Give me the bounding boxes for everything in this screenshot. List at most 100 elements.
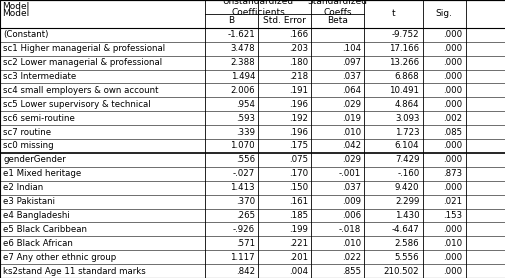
Text: .000: .000 [442, 253, 462, 262]
Text: Sig.: Sig. [435, 9, 451, 18]
Text: .873: .873 [442, 169, 462, 178]
Text: .064: .064 [341, 86, 361, 95]
Text: -4.647: -4.647 [391, 225, 419, 234]
Text: -.926: -.926 [232, 225, 255, 234]
Text: .037: .037 [341, 72, 361, 81]
Text: .019: .019 [341, 114, 361, 123]
Text: Standardized
Coeffs: Standardized Coeffs [307, 0, 367, 17]
Text: .002: .002 [442, 114, 462, 123]
Text: (Constant): (Constant) [3, 30, 48, 39]
Text: sc5 Lower supervisory & technical: sc5 Lower supervisory & technical [3, 100, 150, 109]
Text: e7 Any other ethnic group: e7 Any other ethnic group [3, 253, 116, 262]
Text: .000: .000 [442, 155, 462, 164]
Text: e6 Black African: e6 Black African [3, 239, 73, 248]
Text: .010: .010 [442, 239, 462, 248]
Text: .000: .000 [442, 72, 462, 81]
Text: sc0 missing: sc0 missing [3, 142, 54, 150]
Text: .150: .150 [288, 183, 308, 192]
Text: -.160: -.160 [396, 169, 419, 178]
Text: e1 Mixed heritage: e1 Mixed heritage [3, 169, 81, 178]
Text: t: t [391, 9, 394, 18]
Text: 6.868: 6.868 [394, 72, 419, 81]
Text: 1.723: 1.723 [394, 128, 419, 136]
Text: e2 Indian: e2 Indian [3, 183, 43, 192]
Text: 5.556: 5.556 [394, 253, 419, 262]
Text: .075: .075 [288, 155, 308, 164]
Text: e4 Bangladeshi: e4 Bangladeshi [3, 211, 70, 220]
Text: .009: .009 [341, 197, 361, 206]
Text: Beta: Beta [327, 16, 347, 25]
Text: .000: .000 [442, 267, 462, 275]
Text: 1.117: 1.117 [230, 253, 255, 262]
Text: .000: .000 [442, 100, 462, 109]
Text: .085: .085 [442, 128, 462, 136]
Text: -.001: -.001 [338, 169, 361, 178]
Text: 9.420: 9.420 [394, 183, 419, 192]
Text: .842: .842 [235, 267, 255, 275]
Text: 10.491: 10.491 [389, 86, 419, 95]
Text: .029: .029 [341, 155, 361, 164]
Text: .000: .000 [442, 58, 462, 67]
Text: .010: .010 [341, 239, 361, 248]
Text: e3 Pakistani: e3 Pakistani [3, 197, 55, 206]
Text: .000: .000 [442, 30, 462, 39]
Text: 3.093: 3.093 [394, 114, 419, 123]
Text: .556: .556 [235, 155, 255, 164]
Text: .185: .185 [288, 211, 308, 220]
Text: 13.266: 13.266 [388, 58, 419, 67]
Text: -9.752: -9.752 [391, 30, 419, 39]
Text: .166: .166 [288, 30, 308, 39]
Text: .265: .265 [235, 211, 255, 220]
Text: .153: .153 [442, 211, 462, 220]
Text: 2.299: 2.299 [394, 197, 419, 206]
Text: B: B [228, 16, 234, 25]
Text: 7.429: 7.429 [394, 155, 419, 164]
Text: .192: .192 [288, 114, 308, 123]
Text: Std. Error: Std. Error [263, 16, 306, 25]
Text: sc2 Lower managerial & professional: sc2 Lower managerial & professional [3, 58, 162, 67]
Text: .339: .339 [235, 128, 255, 136]
Text: .218: .218 [288, 72, 308, 81]
Text: .954: .954 [235, 100, 255, 109]
Text: 2.006: 2.006 [230, 86, 255, 95]
Text: .170: .170 [288, 169, 308, 178]
Text: .196: .196 [288, 100, 308, 109]
Text: .221: .221 [288, 239, 308, 248]
Text: 2.586: 2.586 [394, 239, 419, 248]
Text: Unstandardized
Coefficients: Unstandardized Coefficients [222, 0, 293, 17]
Text: 17.166: 17.166 [388, 44, 419, 53]
Text: .000: .000 [442, 44, 462, 53]
Text: 210.502: 210.502 [383, 267, 419, 275]
Text: .037: .037 [341, 183, 361, 192]
Text: .571: .571 [235, 239, 255, 248]
Text: .175: .175 [288, 142, 308, 150]
Text: .021: .021 [442, 197, 462, 206]
Text: sc1 Higher managerial & professional: sc1 Higher managerial & professional [3, 44, 165, 53]
Text: e5 Black Caribbean: e5 Black Caribbean [3, 225, 87, 234]
Text: .180: .180 [288, 58, 308, 67]
Text: -1.621: -1.621 [227, 30, 255, 39]
Text: -.027: -.027 [232, 169, 255, 178]
Text: .196: .196 [288, 128, 308, 136]
Text: 1.494: 1.494 [230, 72, 255, 81]
Text: 1.430: 1.430 [394, 211, 419, 220]
Text: .042: .042 [341, 142, 361, 150]
Text: ks2stand Age 11 standard marks: ks2stand Age 11 standard marks [3, 267, 145, 275]
Text: .022: .022 [341, 253, 361, 262]
Text: .097: .097 [341, 58, 361, 67]
Text: Model: Model [3, 3, 30, 11]
Text: .000: .000 [442, 86, 462, 95]
Text: Model: Model [3, 9, 30, 18]
Text: genderGender: genderGender [3, 155, 66, 164]
Text: .104: .104 [341, 44, 361, 53]
Text: 4.864: 4.864 [394, 100, 419, 109]
Text: -.018: -.018 [338, 225, 361, 234]
Text: .000: .000 [442, 225, 462, 234]
Text: .370: .370 [235, 197, 255, 206]
Text: .593: .593 [235, 114, 255, 123]
Text: .191: .191 [288, 86, 308, 95]
Text: 2.388: 2.388 [230, 58, 255, 67]
Text: .000: .000 [442, 183, 462, 192]
Text: .161: .161 [288, 197, 308, 206]
Text: 3.478: 3.478 [230, 44, 255, 53]
